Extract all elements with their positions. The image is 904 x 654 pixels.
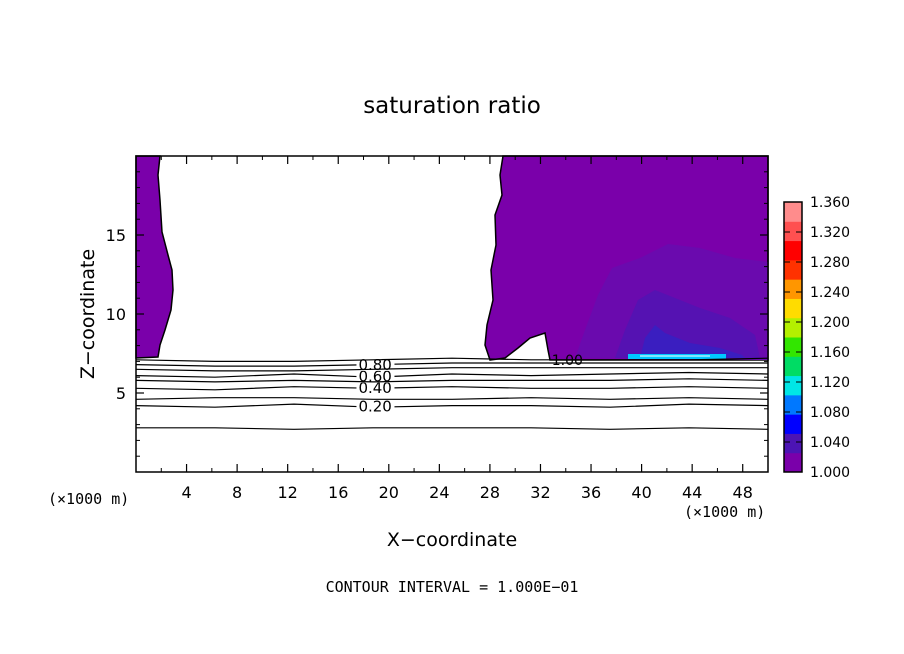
colorbar-tick-label: 1.360 xyxy=(810,195,850,211)
colorbar-band xyxy=(784,221,802,242)
x-tick-label: 32 xyxy=(530,483,550,502)
x-tick-label: 12 xyxy=(278,483,298,502)
contour-line-4 xyxy=(136,427,769,430)
colorbar-tick-label: 1.280 xyxy=(810,255,850,271)
colorbar-tick-label: 1.120 xyxy=(810,375,850,391)
contour-line-7 xyxy=(135,367,768,372)
contour-label-bg xyxy=(356,357,395,371)
colorbar-band xyxy=(784,414,802,434)
contour-line-2 xyxy=(135,371,769,378)
contour-line-0 xyxy=(135,403,769,408)
contour-label: 0.20 xyxy=(358,398,391,416)
y-tick-label: 10 xyxy=(106,305,126,324)
plot-area: 0.200.400.600.80 1.00 4 8 12 16 20 24 28 32 36 40 4… xyxy=(106,155,769,502)
x-tick-label: 4 xyxy=(181,483,191,502)
contour-label-bg xyxy=(356,369,395,383)
colorbar-band xyxy=(784,279,802,299)
colorbar-band xyxy=(784,298,802,319)
contour-line-6 xyxy=(135,378,769,383)
x-unit-left: (×1000 m) xyxy=(48,490,129,508)
x-tick-label: 20 xyxy=(379,483,399,502)
colorbar-tick-label: 1.080 xyxy=(810,405,850,421)
colorbar-tick-label: 1.240 xyxy=(810,285,850,301)
contour-label-supersat: 1.00 xyxy=(552,353,583,369)
contour-label: 0.40 xyxy=(358,379,391,397)
colorbar-band xyxy=(784,375,802,396)
x-axis-label: X−coordinate xyxy=(387,529,517,551)
x-tick-label: 48 xyxy=(733,483,753,502)
colorbar-tick-label: 1.040 xyxy=(810,435,850,451)
contour-lines: 0.200.400.600.80 1.00 xyxy=(135,353,769,430)
colorbar-tick-label: 1.320 xyxy=(810,225,850,241)
colorbar-band xyxy=(784,317,802,338)
x-tick-label: 44 xyxy=(682,483,702,502)
supersat-region-left xyxy=(135,155,174,359)
contour-line-5 xyxy=(135,397,769,400)
y-tick-label: 5 xyxy=(116,384,126,403)
colorbar-band xyxy=(784,433,802,454)
contour-interval-note: CONTOUR INTERVAL = 1.000E−01 xyxy=(326,578,579,596)
x-tick-label: 28 xyxy=(480,483,500,502)
x-tick-label: 40 xyxy=(631,483,651,502)
colorbar-tick-label: 1.000 xyxy=(810,465,850,481)
colorbar-band xyxy=(784,240,802,261)
colorbar-band xyxy=(784,259,802,280)
x-tick-label: 24 xyxy=(429,483,449,502)
y-axis-label: Z−coordinate xyxy=(77,249,99,379)
chart-title: saturation ratio xyxy=(363,93,541,119)
colorbar: 1.360 1.320 1.280 1.240 1.200 1.160 1.120 1.080… xyxy=(783,195,850,481)
contour-label-bg xyxy=(356,380,395,394)
colorbar-tick-label: 1.160 xyxy=(810,345,850,361)
contour-line-8 xyxy=(135,357,769,362)
x-axis-ticks: 4 8 12 16 20 24 28 32 36 40 44 48 xyxy=(160,156,769,502)
x-unit-right: (×1000 m) xyxy=(684,503,765,521)
x-tick-label: 16 xyxy=(328,483,348,502)
contour-label: 0.80 xyxy=(358,356,391,374)
contour-label-bg xyxy=(356,399,395,413)
contour-line-3 xyxy=(135,362,768,367)
y-axis-ticks: 5 10 15 xyxy=(106,171,768,457)
supersat-region-peak xyxy=(640,325,745,358)
colorbar-band xyxy=(784,452,802,473)
y-tick-label: 15 xyxy=(106,226,126,245)
x-tick-label: 36 xyxy=(581,483,601,502)
x-tick-label: 8 xyxy=(232,483,242,502)
contour-line-1 xyxy=(135,386,769,391)
colorbar-band xyxy=(784,202,802,222)
colorbar-band xyxy=(784,356,802,377)
colorbar-band xyxy=(784,337,802,357)
colorbar-tick-label: 1.200 xyxy=(810,315,850,331)
colorbar-band xyxy=(784,394,802,415)
